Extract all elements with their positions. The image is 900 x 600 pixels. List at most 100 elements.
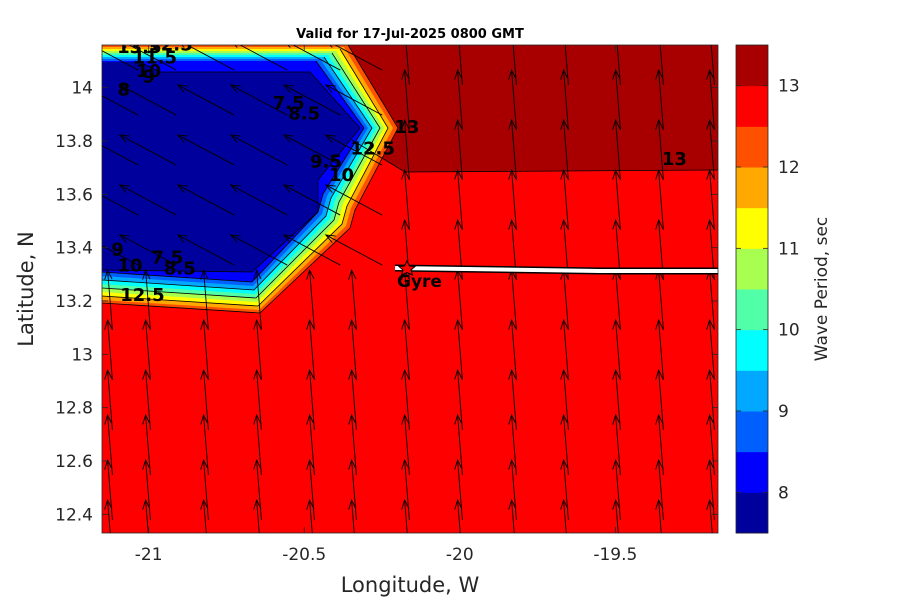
wave-arrow-head	[104, 368, 113, 380]
wave-arrow-shaft	[457, 170, 463, 230]
wave-arrow-head	[655, 168, 664, 180]
wave-arrow-head	[348, 368, 357, 380]
wave-arrow-shaft	[457, 120, 463, 180]
wave-arrow-head	[118, 84, 130, 93]
wave-arrow-head	[253, 318, 262, 330]
wave-arrow-shaft	[615, 70, 621, 130]
wave-arrow-shaft	[658, 120, 664, 180]
wave-arrow-shaft	[177, 84, 235, 116]
wave-arrow-shaft	[511, 320, 517, 380]
wave-arrow-shaft	[145, 460, 151, 520]
wave-arrow-shaft	[709, 500, 713, 533]
wave-arrow-head	[306, 458, 315, 470]
contour-label: 11.5	[133, 48, 177, 69]
wave-arrow-head	[655, 68, 664, 80]
wave-arrow-head	[306, 268, 315, 280]
wave-arrow-shaft	[563, 500, 567, 533]
colorbar-segment	[736, 167, 768, 209]
wave-arrow-shaft	[511, 120, 517, 180]
wave-arrow-head	[282, 234, 294, 243]
wave-arrow-shaft	[107, 415, 113, 475]
wave-arrow-head	[401, 318, 410, 330]
x-tick-label: -19.5	[593, 545, 637, 565]
wave-arrow-shaft	[457, 415, 463, 475]
wave-arrow-shaft	[203, 270, 209, 330]
wave-arrow-shaft	[457, 70, 463, 130]
y-tick-label: 12.8	[55, 399, 93, 419]
y-tick-label: 13.4	[55, 239, 93, 259]
contour-line-12	[102, 48, 389, 307]
wave-arrow-shaft	[404, 270, 410, 330]
wave-arrow-shaft	[404, 460, 410, 520]
colorbar-segment	[736, 411, 768, 453]
contour-label: 8	[118, 80, 131, 101]
wave-arrow-shaft	[615, 170, 621, 230]
wave-arrow-head	[707, 25, 714, 35]
wave-arrow-head	[306, 413, 315, 425]
contour-line-11	[102, 52, 381, 299]
wave-arrow-head	[104, 268, 113, 280]
x-tick-label: -21	[135, 545, 163, 565]
y-tick-label: 12.4	[55, 505, 93, 525]
wave-arrow-shaft	[107, 500, 111, 533]
y-tick-label: 14	[71, 79, 93, 99]
contour-line-12.5	[102, 45, 399, 314]
wave-arrow-head	[253, 413, 262, 425]
wave-arrow-shaft	[404, 70, 410, 130]
wave-arrow-head	[176, 134, 188, 143]
wave-arrow-head	[229, 184, 241, 193]
y-axis-label: Latitude, N	[14, 231, 38, 347]
wave-arrow-head	[104, 458, 113, 470]
wave-arrow-shaft	[457, 460, 463, 520]
wave-arrow-shaft	[325, 184, 383, 216]
wave-arrow-shaft	[119, 84, 177, 116]
wave-arrow-shaft	[230, 84, 288, 116]
wave-arrow-shaft	[203, 370, 209, 430]
wave-arrow-shaft	[709, 370, 715, 430]
contour-line-10	[102, 56, 373, 291]
wave-arrow-shaft	[511, 170, 517, 230]
wave-arrow-shaft	[309, 270, 315, 330]
wave-arrow-head	[454, 218, 463, 230]
wave-arrow-head	[401, 218, 410, 230]
wave-arrow-shaft	[709, 460, 715, 520]
wave-arrow-head	[560, 218, 569, 230]
x-axis-ticks: -21 -20.5 -20 -19.5	[135, 45, 637, 565]
y-axis-ticks: 12.4 12.6 12.8 13 13.2 13.4 13.6 13.8 14	[55, 79, 718, 525]
wave-arrow-head	[348, 498, 357, 510]
wave-arrow-head	[706, 458, 715, 470]
colorbar-tick-label: 12	[778, 158, 800, 178]
wave-arrow-head	[401, 498, 410, 510]
wave-arrow-head	[142, 368, 151, 380]
wave-arrow-head	[348, 268, 357, 280]
contour-label: 8.5	[288, 104, 320, 125]
wave-arrow-head	[454, 368, 463, 380]
wave-arrow-shaft	[119, 184, 177, 216]
wave-arrow-shaft	[283, 134, 341, 166]
wave-arrow-shaft	[107, 370, 113, 430]
wave-arrow-shaft	[309, 415, 315, 475]
wave-arrow-head	[324, 234, 336, 243]
contour-label: 10	[117, 256, 142, 277]
track-label: Gyre	[397, 272, 442, 292]
wave-arrow-head	[706, 218, 715, 230]
wave-arrow-head	[612, 68, 621, 80]
contour-label: 12.5	[120, 285, 164, 306]
contour-lines	[102, 45, 718, 314]
wave-arrow-shaft	[563, 170, 569, 230]
wave-arrow-shaft	[325, 234, 383, 266]
wave-arrow-shaft	[203, 500, 207, 533]
wave-arrow-head	[401, 168, 410, 180]
wave-arrow-head	[200, 413, 209, 425]
wave-arrow-shaft	[177, 234, 235, 266]
wave-arrow-head	[401, 413, 410, 425]
wave-arrow-head	[454, 498, 463, 510]
wave-arrow-head	[253, 458, 262, 470]
wave-arrow-head	[200, 368, 209, 380]
wave-arrow-head	[200, 458, 209, 470]
wave-arrow-head	[560, 413, 569, 425]
wave-arrow-shaft	[659, 45, 664, 85]
wave-arrow-shaft	[119, 234, 177, 266]
wave-arrow-shaft	[511, 500, 515, 533]
